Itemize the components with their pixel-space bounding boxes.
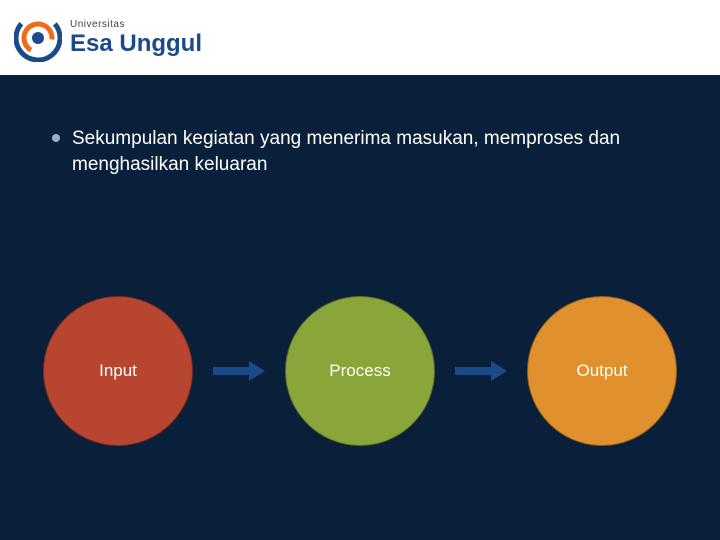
slide-body: Sekumpulan kegiatan yang menerima masuka…	[0, 78, 720, 540]
flow-node-input-label: Input	[99, 361, 137, 381]
flow-node-process-label: Process	[329, 361, 390, 381]
flow-arrow-icon	[455, 361, 507, 381]
flow-node-input: Input	[43, 296, 193, 446]
university-logo: Universitas Esa Unggul	[14, 14, 202, 62]
flow-arrow-icon	[213, 361, 265, 381]
bullet-point: Sekumpulan kegiatan yang menerima masuka…	[52, 126, 690, 177]
header-strip: Universitas Esa Unggul	[0, 0, 720, 78]
flow-node-output: Output	[527, 296, 677, 446]
logo-title: Esa Unggul	[70, 32, 202, 56]
bullet-dot-icon	[52, 134, 60, 142]
logo-subtitle: Universitas	[70, 20, 202, 30]
flow-node-process: Process	[285, 296, 435, 446]
process-flow-diagram: Input Process Output	[0, 296, 720, 446]
flow-node-output-label: Output	[576, 361, 627, 381]
logo-swirl-icon	[14, 14, 62, 62]
logo-text: Universitas Esa Unggul	[70, 20, 202, 56]
bullet-text: Sekumpulan kegiatan yang menerima masuka…	[72, 126, 690, 177]
